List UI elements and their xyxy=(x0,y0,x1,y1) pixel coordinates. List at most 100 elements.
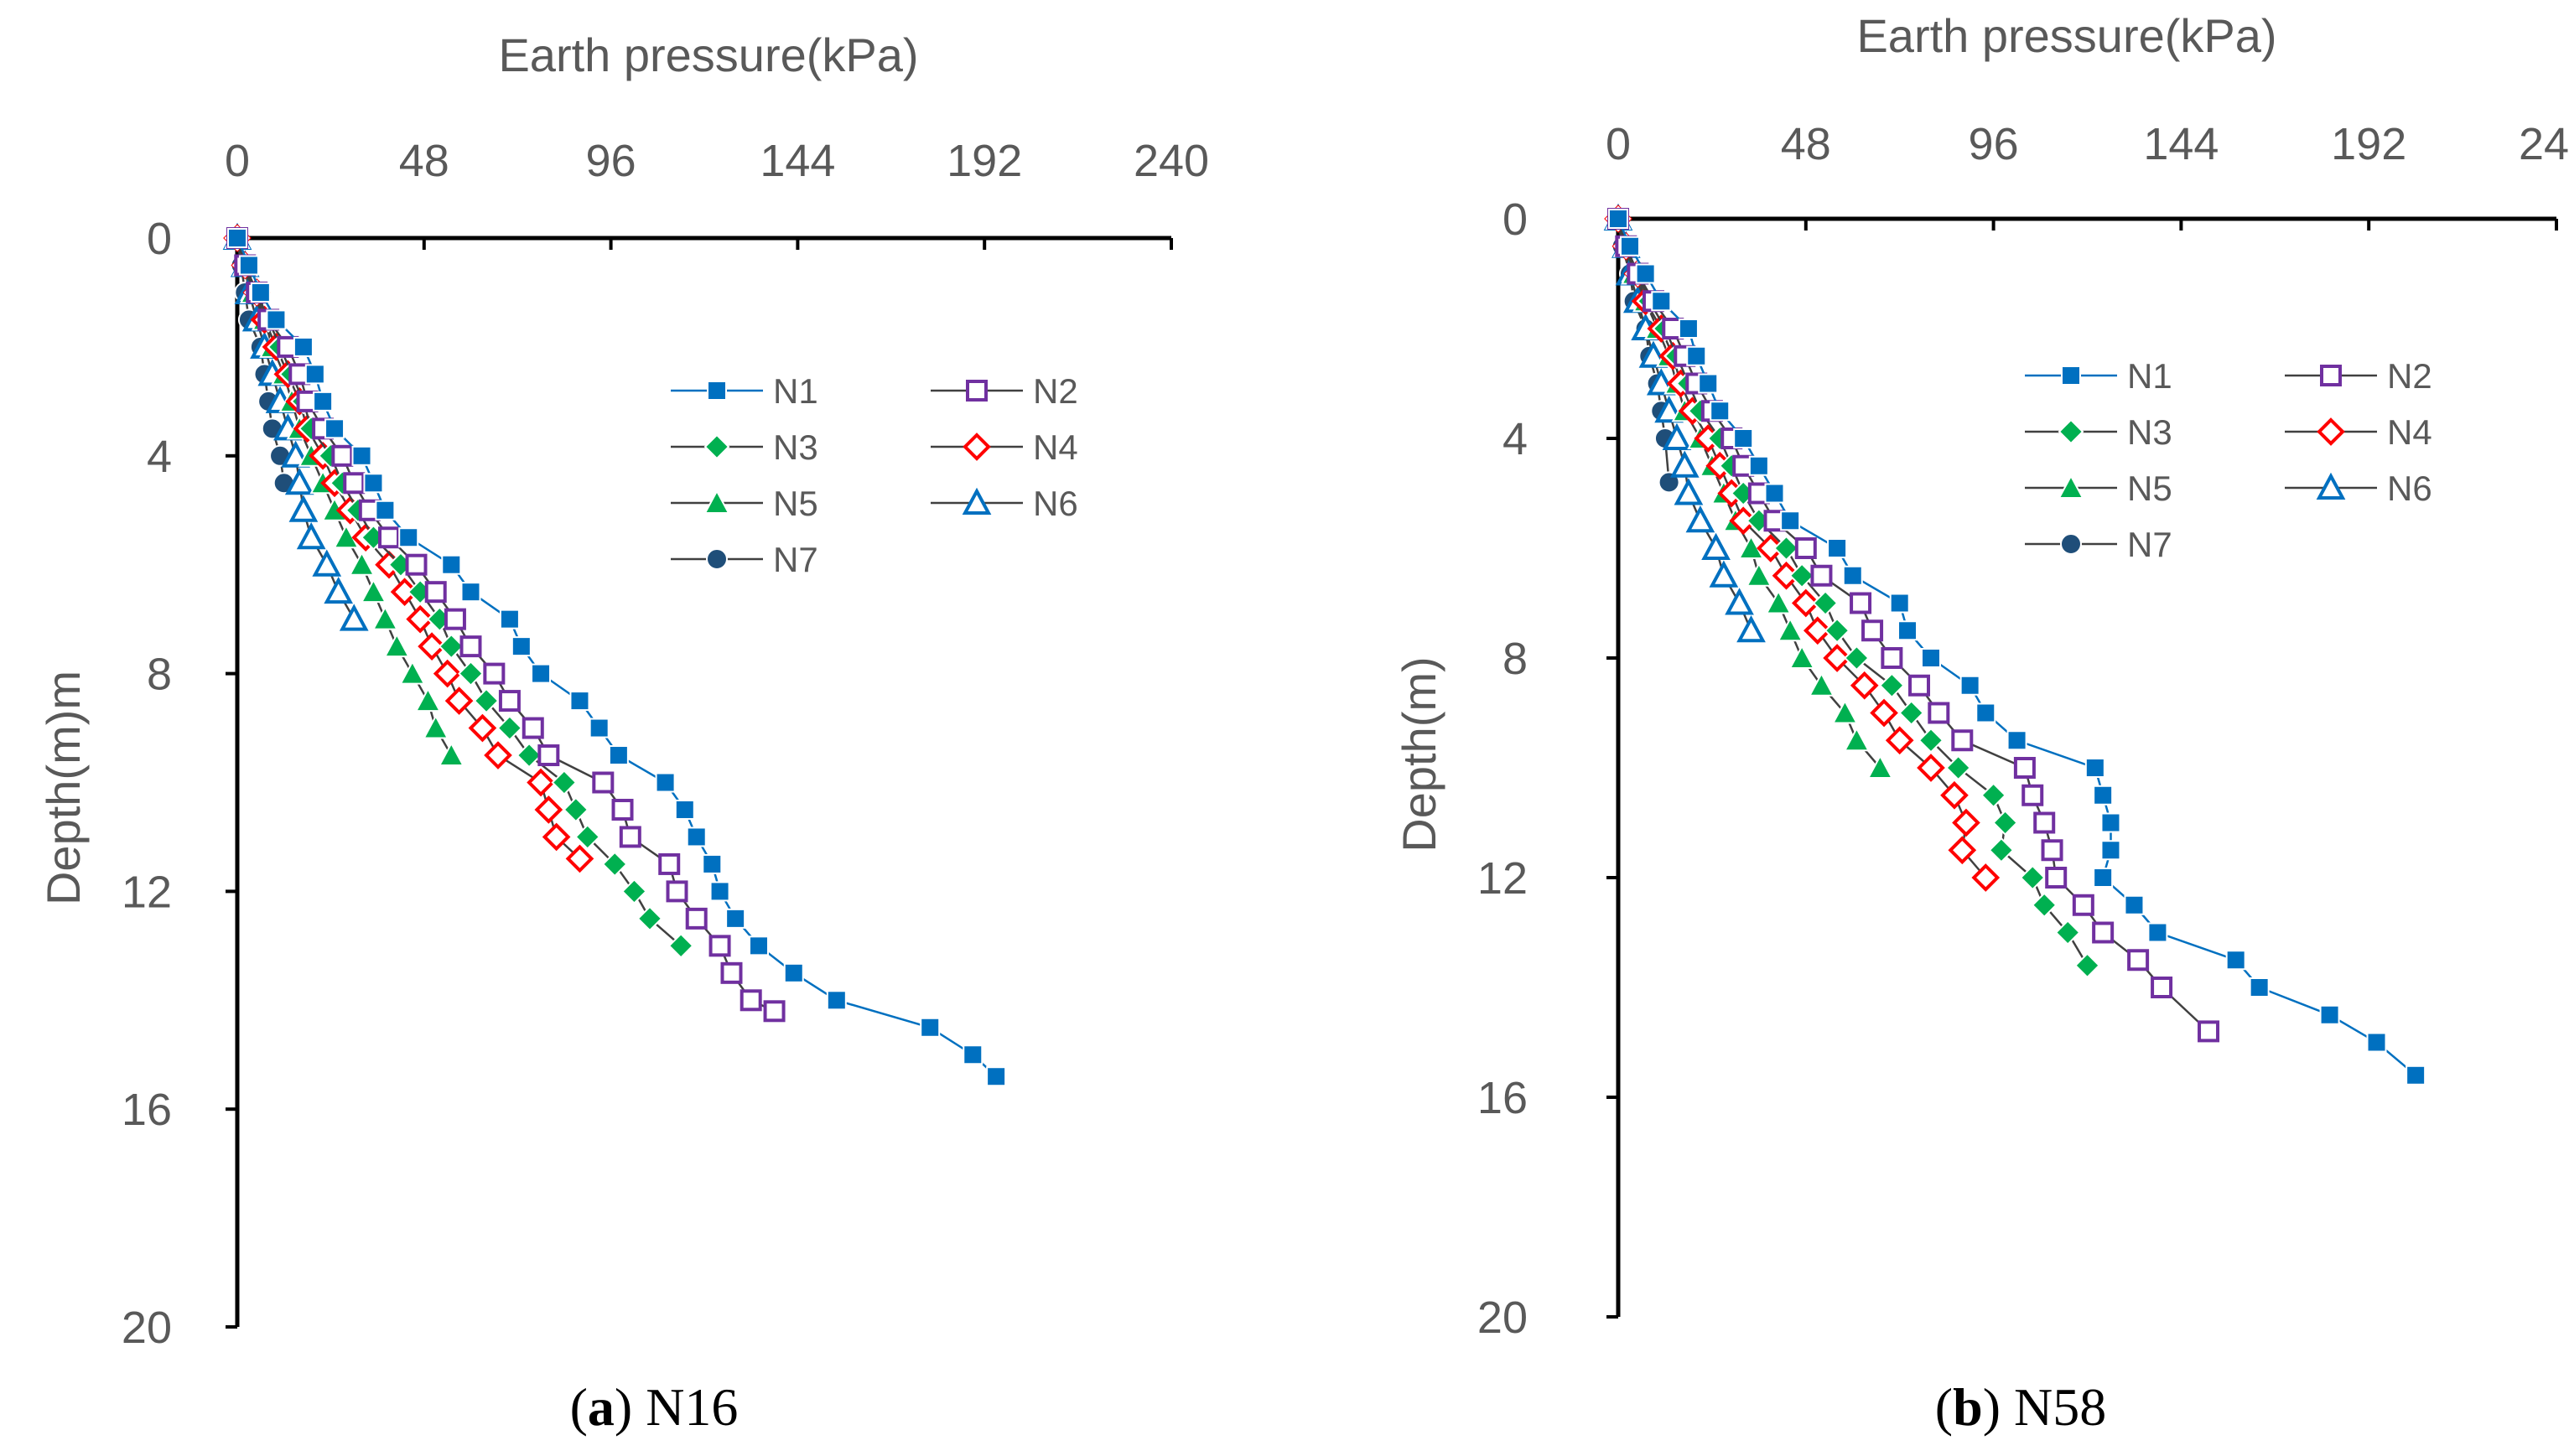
data-point xyxy=(423,714,449,739)
data-point xyxy=(720,961,743,984)
legend-item-n4: N4 xyxy=(2285,412,2432,452)
legend-item-n7: N7 xyxy=(2025,525,2172,564)
data-point xyxy=(2093,868,2114,888)
data-point xyxy=(371,605,399,630)
data-point xyxy=(375,500,396,521)
data-point xyxy=(1980,782,2007,809)
data-point xyxy=(348,551,376,576)
series-layer xyxy=(222,222,1007,1087)
data-point xyxy=(574,824,601,850)
data-point xyxy=(1861,619,1884,642)
data-point xyxy=(1842,565,1863,586)
x-tick-label: 144 xyxy=(2143,119,2219,169)
data-point xyxy=(563,796,589,823)
data-point xyxy=(438,633,464,660)
data-point xyxy=(621,878,647,904)
data-point xyxy=(1975,702,1996,723)
data-point xyxy=(1952,808,1980,837)
data-point xyxy=(511,636,532,657)
data-point xyxy=(542,822,571,852)
y-tick-label: 8 xyxy=(147,650,172,700)
data-point xyxy=(1808,671,1835,697)
data-point xyxy=(1898,700,1925,726)
x-axis-title: Earth pressure(kPa) xyxy=(1856,9,2276,62)
data-point xyxy=(296,522,326,550)
legend-marker xyxy=(966,380,988,402)
data-point xyxy=(2225,950,2246,971)
data-point xyxy=(666,880,688,903)
legend-marker xyxy=(2061,365,2081,386)
data-point xyxy=(312,549,342,577)
data-point xyxy=(363,473,384,494)
legend-label: N6 xyxy=(1033,484,1078,523)
legend-label: N1 xyxy=(2127,356,2172,396)
data-point xyxy=(1843,645,1870,671)
caption-close-paren: ) xyxy=(1983,1377,2014,1437)
data-point xyxy=(2045,867,2068,889)
data-point xyxy=(1843,727,1871,752)
legend-marker xyxy=(703,433,730,460)
data-point xyxy=(441,554,462,575)
y-tick-label: 0 xyxy=(147,214,172,264)
data-point xyxy=(2319,1004,2340,1025)
data-point xyxy=(1850,671,1879,700)
data-point xyxy=(1918,727,1944,754)
legend-label: N5 xyxy=(773,484,818,523)
data-point xyxy=(2198,1020,2220,1043)
legend-label: N7 xyxy=(773,540,818,579)
data-point xyxy=(1651,291,1672,312)
data-point xyxy=(725,908,746,929)
data-point xyxy=(963,1044,983,1065)
data-point xyxy=(1908,674,1931,697)
data-point xyxy=(516,742,542,769)
data-point xyxy=(2084,758,2105,778)
legend: N1 N2 N3 N4 N5 N6 N7 xyxy=(2025,356,2432,564)
data-point xyxy=(496,715,523,741)
data-point xyxy=(360,578,387,604)
data-point xyxy=(1959,675,1980,696)
data-point xyxy=(709,881,730,902)
data-point xyxy=(1765,589,1792,614)
data-point xyxy=(418,632,446,661)
legend-label: N3 xyxy=(773,427,818,467)
data-point xyxy=(1940,780,1969,810)
data-point xyxy=(527,768,555,797)
legend-marker xyxy=(2320,365,2342,386)
legend-marker xyxy=(2060,533,2082,555)
data-point xyxy=(1737,534,1765,559)
data-point xyxy=(1803,616,1832,645)
data-point xyxy=(1608,209,1628,229)
data-point xyxy=(702,853,723,874)
legend-marker xyxy=(2058,418,2084,445)
data-point xyxy=(1870,698,1898,728)
data-point xyxy=(748,935,769,956)
data-point xyxy=(351,445,372,466)
legend-label: N3 xyxy=(2127,412,2172,452)
data-point xyxy=(1951,729,1974,752)
legend-label: N4 xyxy=(1033,427,1078,467)
data-point xyxy=(406,604,434,634)
y-tick-label: 12 xyxy=(122,867,172,917)
data-point xyxy=(238,255,259,276)
legend-item-n4: N4 xyxy=(931,427,1078,467)
y-axis-title: Depth(m) xyxy=(1393,656,1445,852)
data-point xyxy=(1897,620,1918,641)
x-tick-label: 96 xyxy=(1969,119,2019,169)
data-point xyxy=(2124,894,2145,915)
data-point xyxy=(414,687,442,712)
data-point xyxy=(522,717,544,739)
caption-close-paren: ) xyxy=(615,1377,646,1437)
series-n2 xyxy=(1607,208,2220,1043)
legend-marker xyxy=(703,489,730,514)
data-point xyxy=(1788,562,1815,589)
data-point xyxy=(686,826,707,847)
data-point xyxy=(484,741,512,769)
legend-label: N2 xyxy=(2387,356,2432,396)
data-point xyxy=(2031,892,2058,919)
data-point xyxy=(1812,590,1839,616)
data-point xyxy=(2054,920,2081,946)
data-point xyxy=(1654,396,1684,423)
caption-open-paren: ( xyxy=(1935,1377,1953,1437)
caption-letter: a xyxy=(588,1377,615,1437)
